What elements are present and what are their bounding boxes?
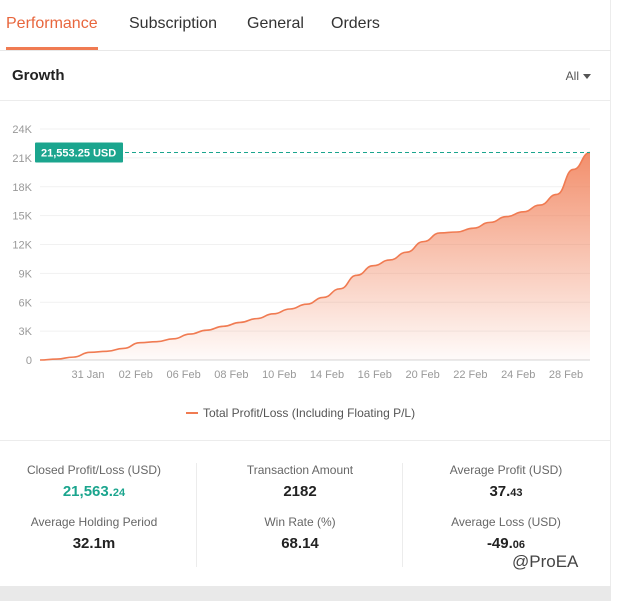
x-tick-label: 20 Feb [405,369,439,381]
tab-bar: Performance Subscription General Orders [0,0,611,51]
stats-grid: Closed Profit/Loss (USD) 21,563.24 Trans… [0,441,611,586]
y-tick-label: 3K [19,326,33,338]
y-tick-label: 18K [12,182,32,194]
range-filter-label: All [565,69,579,83]
range-filter-dropdown[interactable]: All [566,69,591,83]
stat-value: 21,563.24 [62,483,126,500]
legend-label: Total Profit/Loss (Including Floating P/… [203,406,415,420]
current-value-badge [35,142,123,163]
y-tick-label: 0 [26,355,32,367]
growth-line [39,151,591,361]
performance-panel: Performance Subscription General Orders … [0,0,611,601]
chart-legend[interactable]: Total Profit/Loss (Including Floating P/… [186,406,415,420]
stat-label: Closed Profit/Loss (USD) [26,463,162,477]
stats-column-divider [196,463,197,567]
stat-transaction-amount: Transaction Amount 2182 [200,463,400,500]
x-tick-label: 31 Jan [71,369,104,381]
watermark: @ProEA [512,552,579,571]
stat-average-profit: Average Profit (USD) 37.43 [406,463,606,500]
stat-label: Average Profit (USD) [449,463,563,477]
current-value-label: 21,553.25 USD [41,148,116,160]
x-tick-label: 22 Feb [453,369,487,381]
stat-closed-profit-loss: Closed Profit/Loss (USD) 21,563.24 [0,463,194,500]
y-tick-label: 15K [12,211,32,223]
growth-area [40,152,590,360]
x-tick-label: 10 Feb [262,369,296,381]
y-tick-label: 12K [12,240,32,252]
y-tick-label: 6K [19,297,33,309]
x-tick-label: 02 Feb [119,369,153,381]
stat-label: Average Holding Period [30,515,158,529]
stat-value: 2182 [283,483,317,500]
stat-label: Transaction Amount [246,463,354,477]
stat-value: 68.14 [281,535,319,552]
stat-value: 32.1m [72,535,116,552]
stat-label: Average Loss (USD) [451,515,561,529]
section-title: Growth [12,67,65,84]
y-tick-label: 21K [12,153,32,165]
tab-orders[interactable]: Orders [331,15,380,32]
x-tick-label: 24 Feb [501,369,535,381]
stat-average-loss: Average Loss (USD) -49.06 [406,515,606,552]
tab-general[interactable]: General [247,15,304,32]
tab-subscription[interactable]: Subscription [129,15,218,32]
footer-bar [0,586,611,601]
growth-header: Growth All [0,51,611,101]
growth-chart: 0 3K 6K 9K 12K 15K 18K 21K 24K 31 Jan 02 Feb 06 Fe… [12,124,591,420]
x-tick-label: 16 Feb [358,369,392,381]
x-tick-label: 06 Feb [166,369,200,381]
tab-performance[interactable]: Performance [6,15,98,32]
x-tick-label: 08 Feb [214,369,248,381]
y-tick-label: 9K [19,268,33,280]
stat-value: 37.43 [489,483,523,500]
divider [0,440,611,441]
x-tick-label: 28 Feb [549,369,583,381]
stat-win-rate: Win Rate (%) 68.14 [200,515,400,552]
stat-average-holding-period: Average Holding Period 32.1m [0,515,194,552]
x-tick-label: 14 Feb [310,369,344,381]
active-tab-indicator [6,47,98,50]
y-tick-label: 24K [12,124,32,136]
stat-value: -49.06 [486,535,526,552]
stat-label: Win Rate (%) [264,515,336,529]
caret-down-icon [583,74,591,79]
stats-column-divider [402,463,403,567]
